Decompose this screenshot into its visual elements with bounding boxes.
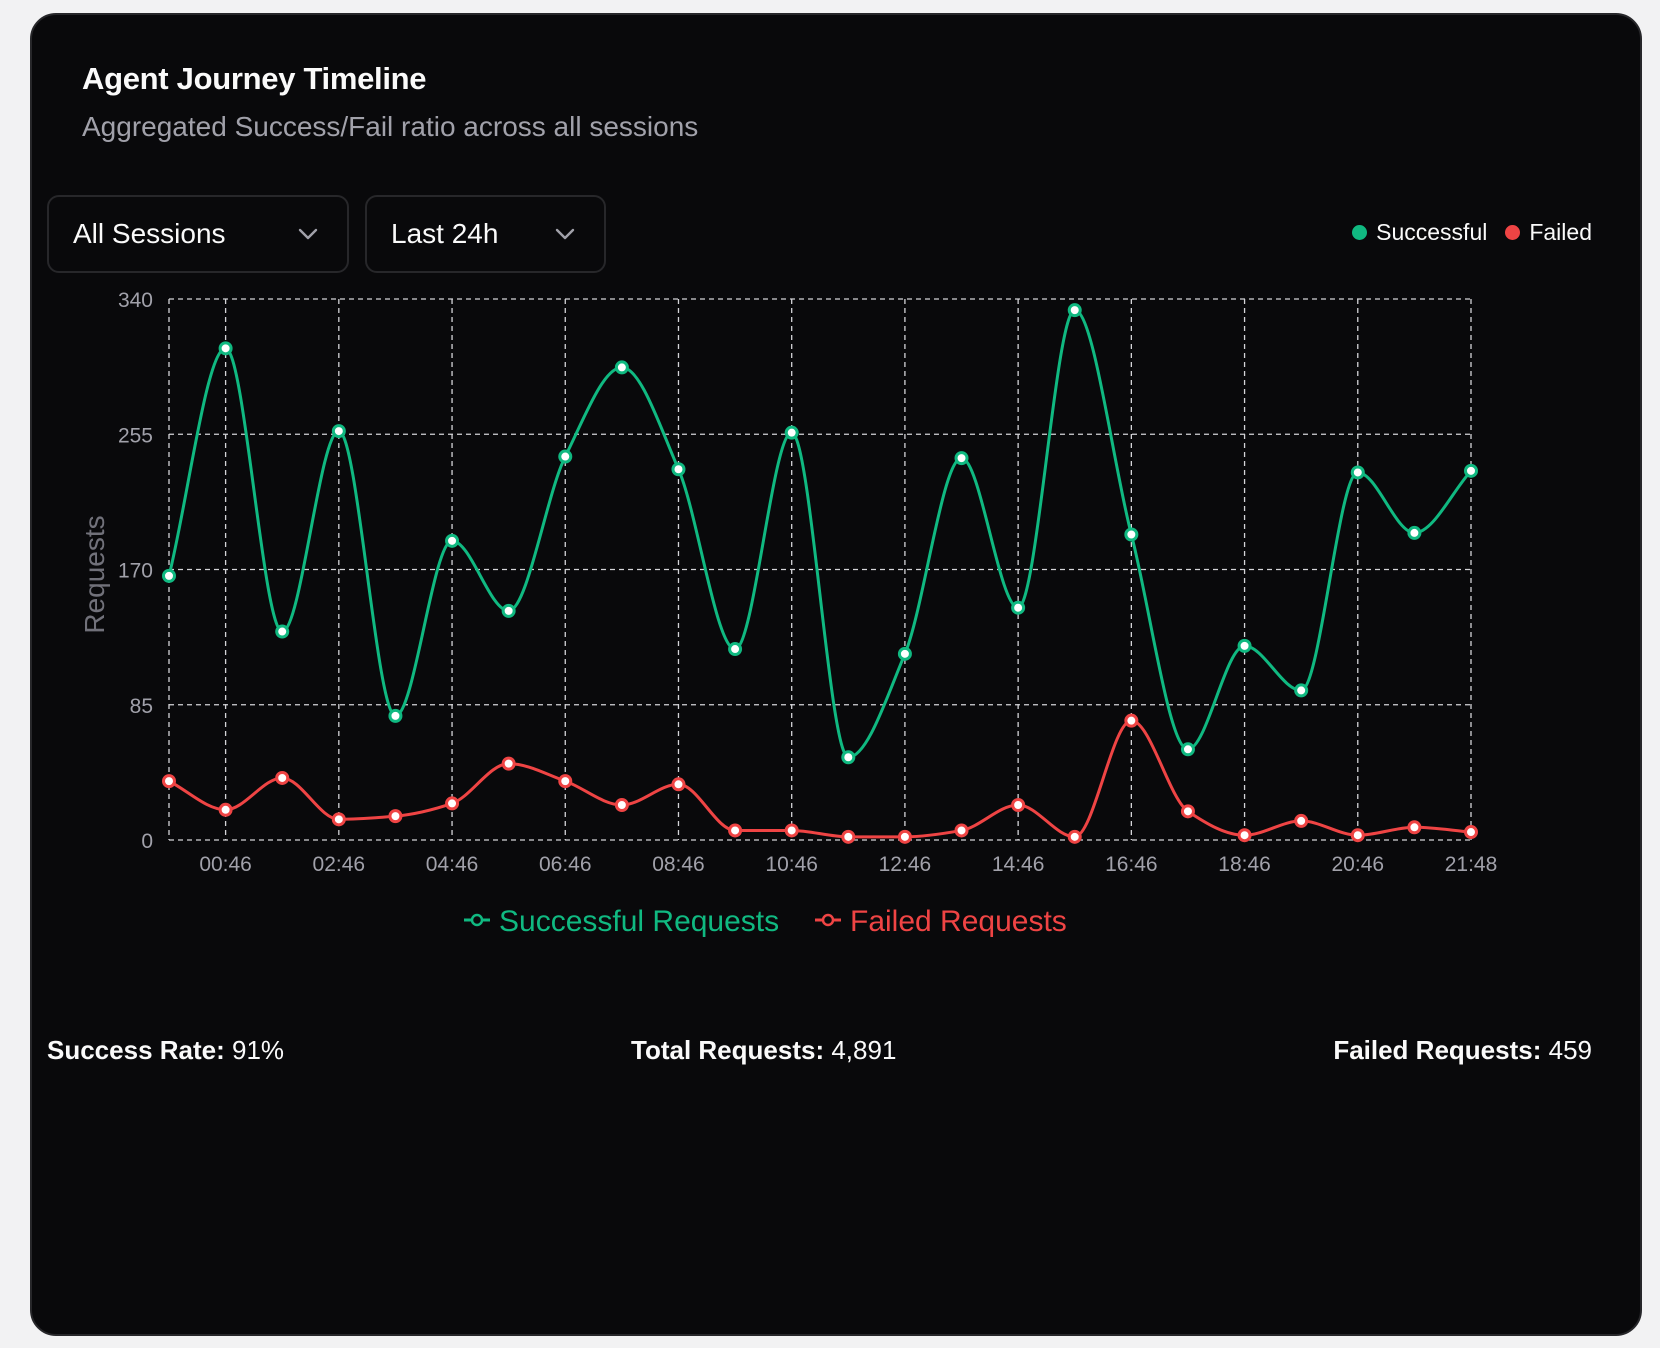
legend-item-failed[interactable]: Failed — [1505, 219, 1592, 246]
x-tick-label: 06:46 — [539, 853, 592, 876]
y-tick-label: 255 — [118, 424, 153, 447]
data-point-successful — [1011, 600, 1026, 615]
stat-success-rate-value: 91% — [232, 1035, 285, 1065]
legend-label-failed: Failed — [1529, 219, 1592, 245]
legend-label-failed: Failed Requests — [850, 905, 1067, 938]
chevron-down-icon — [297, 227, 319, 241]
data-point-successful — [218, 341, 233, 356]
data-point-successful — [445, 533, 460, 548]
data-point-failed — [1237, 828, 1252, 843]
x-tick-label: 04:46 — [426, 853, 479, 876]
data-point-failed — [445, 796, 460, 811]
data-point-failed — [728, 823, 743, 838]
data-point-failed — [218, 802, 233, 817]
data-point-successful — [388, 708, 403, 723]
stat-failed-requests-value: 459 — [1548, 1035, 1592, 1065]
data-point-failed — [1464, 825, 1478, 840]
x-tick-label: 00:46 — [199, 853, 252, 876]
legend-marker-successful — [470, 913, 484, 927]
x-tick-label: 14:46 — [992, 853, 1045, 876]
data-point-failed — [1350, 828, 1365, 843]
data-point-failed — [784, 823, 799, 838]
data-point-successful — [671, 462, 686, 477]
data-point-successful — [784, 425, 799, 440]
data-point-failed — [388, 809, 403, 824]
chevron-down-icon — [554, 227, 576, 241]
data-point-failed — [162, 774, 176, 789]
data-point-successful — [897, 646, 912, 661]
legend-item-successful[interactable]: Successful — [1352, 219, 1487, 246]
data-point-failed — [501, 756, 516, 771]
legend-label-successful: Successful Requests — [499, 905, 779, 938]
data-point-successful — [1350, 465, 1365, 480]
card-title: Agent Journey Timeline — [82, 61, 427, 96]
time-range-select[interactable]: Last 24h — [365, 195, 606, 273]
data-point-failed — [897, 829, 912, 844]
stat-failed-requests-label: Failed Requests: — [1333, 1035, 1542, 1065]
data-point-successful — [275, 624, 290, 639]
series-line-failed — [168, 719, 1472, 839]
x-tick-label: 08:46 — [652, 853, 705, 876]
x-tick-label: 18:46 — [1218, 853, 1271, 876]
x-tick-label: 21:48 — [1445, 853, 1498, 876]
y-tick-label: 0 — [141, 830, 153, 853]
stat-total-requests-value: 4,891 — [831, 1035, 897, 1065]
time-range-select-value: Last 24h — [391, 218, 499, 249]
legend-label-successful: Successful — [1376, 219, 1488, 245]
series-line-successful — [167, 308, 1473, 759]
data-point-successful — [1067, 303, 1082, 318]
legend-dot-failed — [1505, 225, 1521, 240]
data-point-failed — [1407, 820, 1422, 835]
top-legend: Successful Failed — [1352, 219, 1592, 246]
data-point-successful — [728, 642, 743, 657]
data-point-successful — [1237, 638, 1252, 653]
data-point-successful — [1294, 683, 1309, 698]
y-tick-label: 340 — [118, 289, 153, 312]
stat-success-rate-label: Success Rate: — [47, 1035, 225, 1065]
x-tick-label: 20:46 — [1332, 853, 1385, 876]
data-point-successful — [614, 360, 629, 375]
data-point-failed — [841, 829, 856, 844]
data-point-failed — [1180, 804, 1195, 819]
data-point-failed — [275, 770, 290, 785]
data-point-successful — [1124, 527, 1139, 542]
data-point-successful — [162, 568, 176, 583]
legend-dot-successful — [1352, 225, 1368, 240]
x-tick-label: 10:46 — [765, 853, 818, 876]
data-point-successful — [558, 449, 573, 464]
x-tick-label: 16:46 — [1105, 853, 1158, 876]
data-point-successful — [1407, 525, 1422, 540]
data-point-failed — [614, 797, 629, 812]
legend-marker-failed — [821, 913, 835, 927]
data-point-successful — [841, 750, 856, 765]
data-point-successful — [1464, 463, 1478, 478]
y-axis-label: Requests — [79, 515, 110, 633]
x-tick-label: 02:46 — [313, 853, 366, 876]
data-point-failed — [671, 777, 686, 792]
stat-success-rate: Success Rate: 91% — [47, 1035, 284, 1066]
data-point-successful — [954, 451, 969, 466]
x-tick-label: 12:46 — [879, 853, 932, 876]
data-point-failed — [1294, 813, 1309, 828]
data-point-failed — [1067, 829, 1082, 844]
data-point-failed — [954, 823, 969, 838]
data-point-successful — [331, 424, 346, 439]
card-subtitle: Aggregated Success/Fail ratio across all… — [82, 111, 699, 142]
data-point-failed — [1011, 797, 1026, 812]
session-select[interactable]: All Sessions — [47, 195, 349, 273]
data-point-failed — [1124, 713, 1139, 728]
data-point-successful — [1180, 742, 1195, 757]
journey-card: Agent Journey Timeline Aggregated Succes… — [30, 13, 1642, 1336]
data-point-failed — [558, 774, 573, 789]
stat-total-requests: Total Requests: 4,891 — [631, 1035, 896, 1066]
y-tick-label: 85 — [130, 695, 153, 718]
session-select-value: All Sessions — [73, 218, 226, 249]
data-point-successful — [501, 603, 516, 618]
y-tick-label: 170 — [118, 560, 153, 583]
stat-failed-requests: Failed Requests: 459 — [1333, 1035, 1592, 1066]
requests-line-chart: 0 85 170 255 340 00:46 02:46 04:46 06:46 08:46 10:… — [79, 289, 1498, 938]
stat-total-requests-label: Total Requests: — [631, 1035, 825, 1065]
data-point-failed — [331, 812, 346, 827]
